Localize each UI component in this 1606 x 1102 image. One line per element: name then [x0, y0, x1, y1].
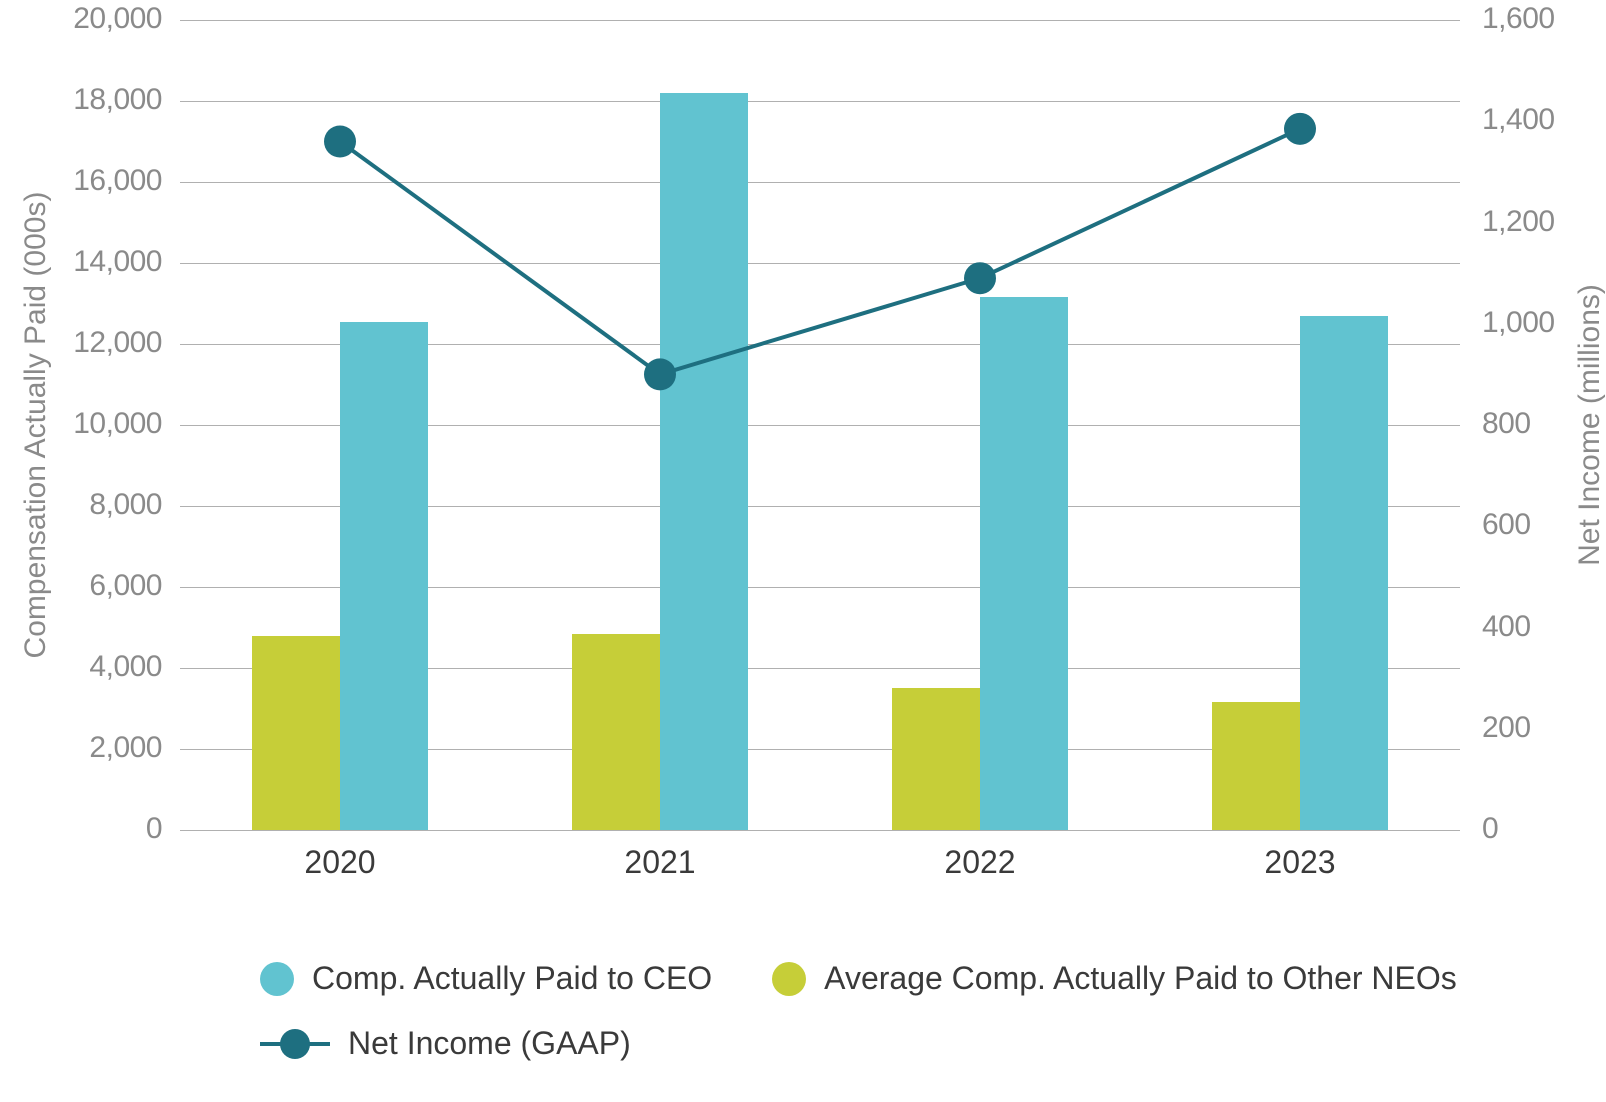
y-left-tick-label: 14,000 — [73, 245, 162, 279]
net-income-marker — [964, 262, 996, 294]
bar-ceo — [660, 93, 748, 830]
net-income-line — [340, 129, 1300, 375]
legend-item-net_income: Net Income (GAAP) — [260, 1025, 631, 1062]
gridline — [180, 101, 1460, 102]
legend-label: Average Comp. Actually Paid to Other NEO… — [824, 960, 1457, 997]
gridline — [180, 830, 1460, 831]
y-right-axis-title: Net Income (millions) — [1573, 284, 1606, 566]
y-left-tick-label: 0 — [146, 812, 162, 846]
x-tick-label: 2021 — [624, 844, 695, 881]
y-right-tick-label: 800 — [1482, 407, 1531, 441]
x-tick-label: 2023 — [1264, 844, 1335, 881]
y-left-tick-label: 18,000 — [73, 83, 162, 117]
y-right-tick-label: 200 — [1482, 711, 1531, 745]
y-right-tick-label: 600 — [1482, 508, 1531, 542]
y-right-tick-label: 1,200 — [1482, 205, 1555, 239]
y-left-tick-label: 2,000 — [89, 731, 162, 765]
legend-label: Net Income (GAAP) — [348, 1025, 631, 1062]
net-income-marker — [324, 126, 356, 158]
y-left-tick-label: 10,000 — [73, 407, 162, 441]
compensation-vs-net-income-chart: Compensation Actually Paid (000s) Net In… — [0, 0, 1606, 1102]
y-left-tick-label: 16,000 — [73, 164, 162, 198]
legend-item-ceo: Comp. Actually Paid to CEO — [260, 960, 712, 997]
bar-neos — [252, 636, 340, 830]
legend-dot-icon — [772, 962, 806, 996]
y-left-tick-label: 20,000 — [73, 2, 162, 36]
plot-area — [180, 20, 1460, 830]
bar-ceo — [980, 297, 1068, 830]
y-right-tick-label: 1,400 — [1482, 103, 1555, 137]
y-left-tick-label: 8,000 — [89, 488, 162, 522]
bar-ceo — [1300, 316, 1388, 830]
legend-dot-icon — [260, 962, 294, 996]
gridline — [180, 182, 1460, 183]
net-income-marker — [1284, 113, 1316, 145]
y-left-tick-label: 4,000 — [89, 650, 162, 684]
x-tick-label: 2022 — [944, 844, 1015, 881]
bar-neos — [892, 688, 980, 830]
y-left-tick-label: 12,000 — [73, 326, 162, 360]
y-left-axis-title: Compensation Actually Paid (000s) — [19, 192, 53, 659]
bar-neos — [572, 634, 660, 830]
bar-ceo — [340, 322, 428, 830]
gridline — [180, 20, 1460, 21]
legend-item-neos: Average Comp. Actually Paid to Other NEO… — [772, 960, 1457, 997]
legend-label: Comp. Actually Paid to CEO — [312, 960, 712, 997]
gridline — [180, 263, 1460, 264]
legend: Comp. Actually Paid to CEO Average Comp. … — [260, 960, 1460, 1062]
y-right-tick-label: 400 — [1482, 610, 1531, 644]
bar-neos — [1212, 702, 1300, 830]
y-left-tick-label: 6,000 — [89, 569, 162, 603]
y-right-tick-label: 1,000 — [1482, 306, 1555, 340]
legend-line-icon — [260, 1027, 330, 1061]
x-tick-label: 2020 — [304, 844, 375, 881]
y-right-tick-label: 1,600 — [1482, 2, 1555, 36]
y-right-tick-label: 0 — [1482, 812, 1498, 846]
